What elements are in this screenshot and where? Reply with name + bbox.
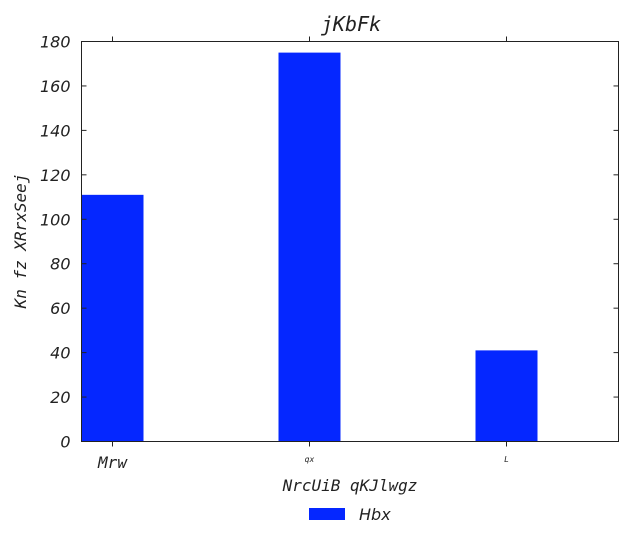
legend-label: Hbx	[359, 505, 391, 524]
y-tick-label: 140	[40, 121, 71, 140]
y-tick-label: 100	[40, 210, 71, 229]
x-axis: Mrw qx L	[97, 36, 509, 472]
y-axis: 0 20 40 60 80 100 120 140 160 180	[40, 33, 619, 452]
y-tick-label: 180	[40, 33, 71, 52]
y-tick-label: 0	[60, 433, 70, 452]
chart-title: jKbFk	[321, 12, 381, 36]
x-tick-label: Mrw	[97, 453, 128, 472]
x-axis-label: NrcUiB qKJlwgz	[282, 476, 418, 495]
x-tick-label: qx	[305, 455, 315, 464]
plot-frame	[81, 41, 619, 442]
bars-layer	[81, 52, 538, 442]
bar-mrw	[81, 194, 144, 442]
legend: Hbx	[309, 505, 391, 524]
bar-qx	[278, 52, 341, 442]
y-axis-label: Kn fz XRrxSeej	[11, 174, 30, 310]
y-tick-label: 20	[50, 388, 70, 407]
legend-swatch	[309, 508, 345, 520]
y-tick-label: 40	[50, 344, 70, 363]
y-tick-label: 80	[50, 255, 70, 274]
bar-l	[475, 350, 538, 442]
y-tick-label: 160	[40, 77, 71, 96]
y-tick-label: 60	[50, 299, 70, 318]
y-tick-label: 120	[40, 166, 71, 185]
x-tick-label: L	[504, 455, 509, 464]
